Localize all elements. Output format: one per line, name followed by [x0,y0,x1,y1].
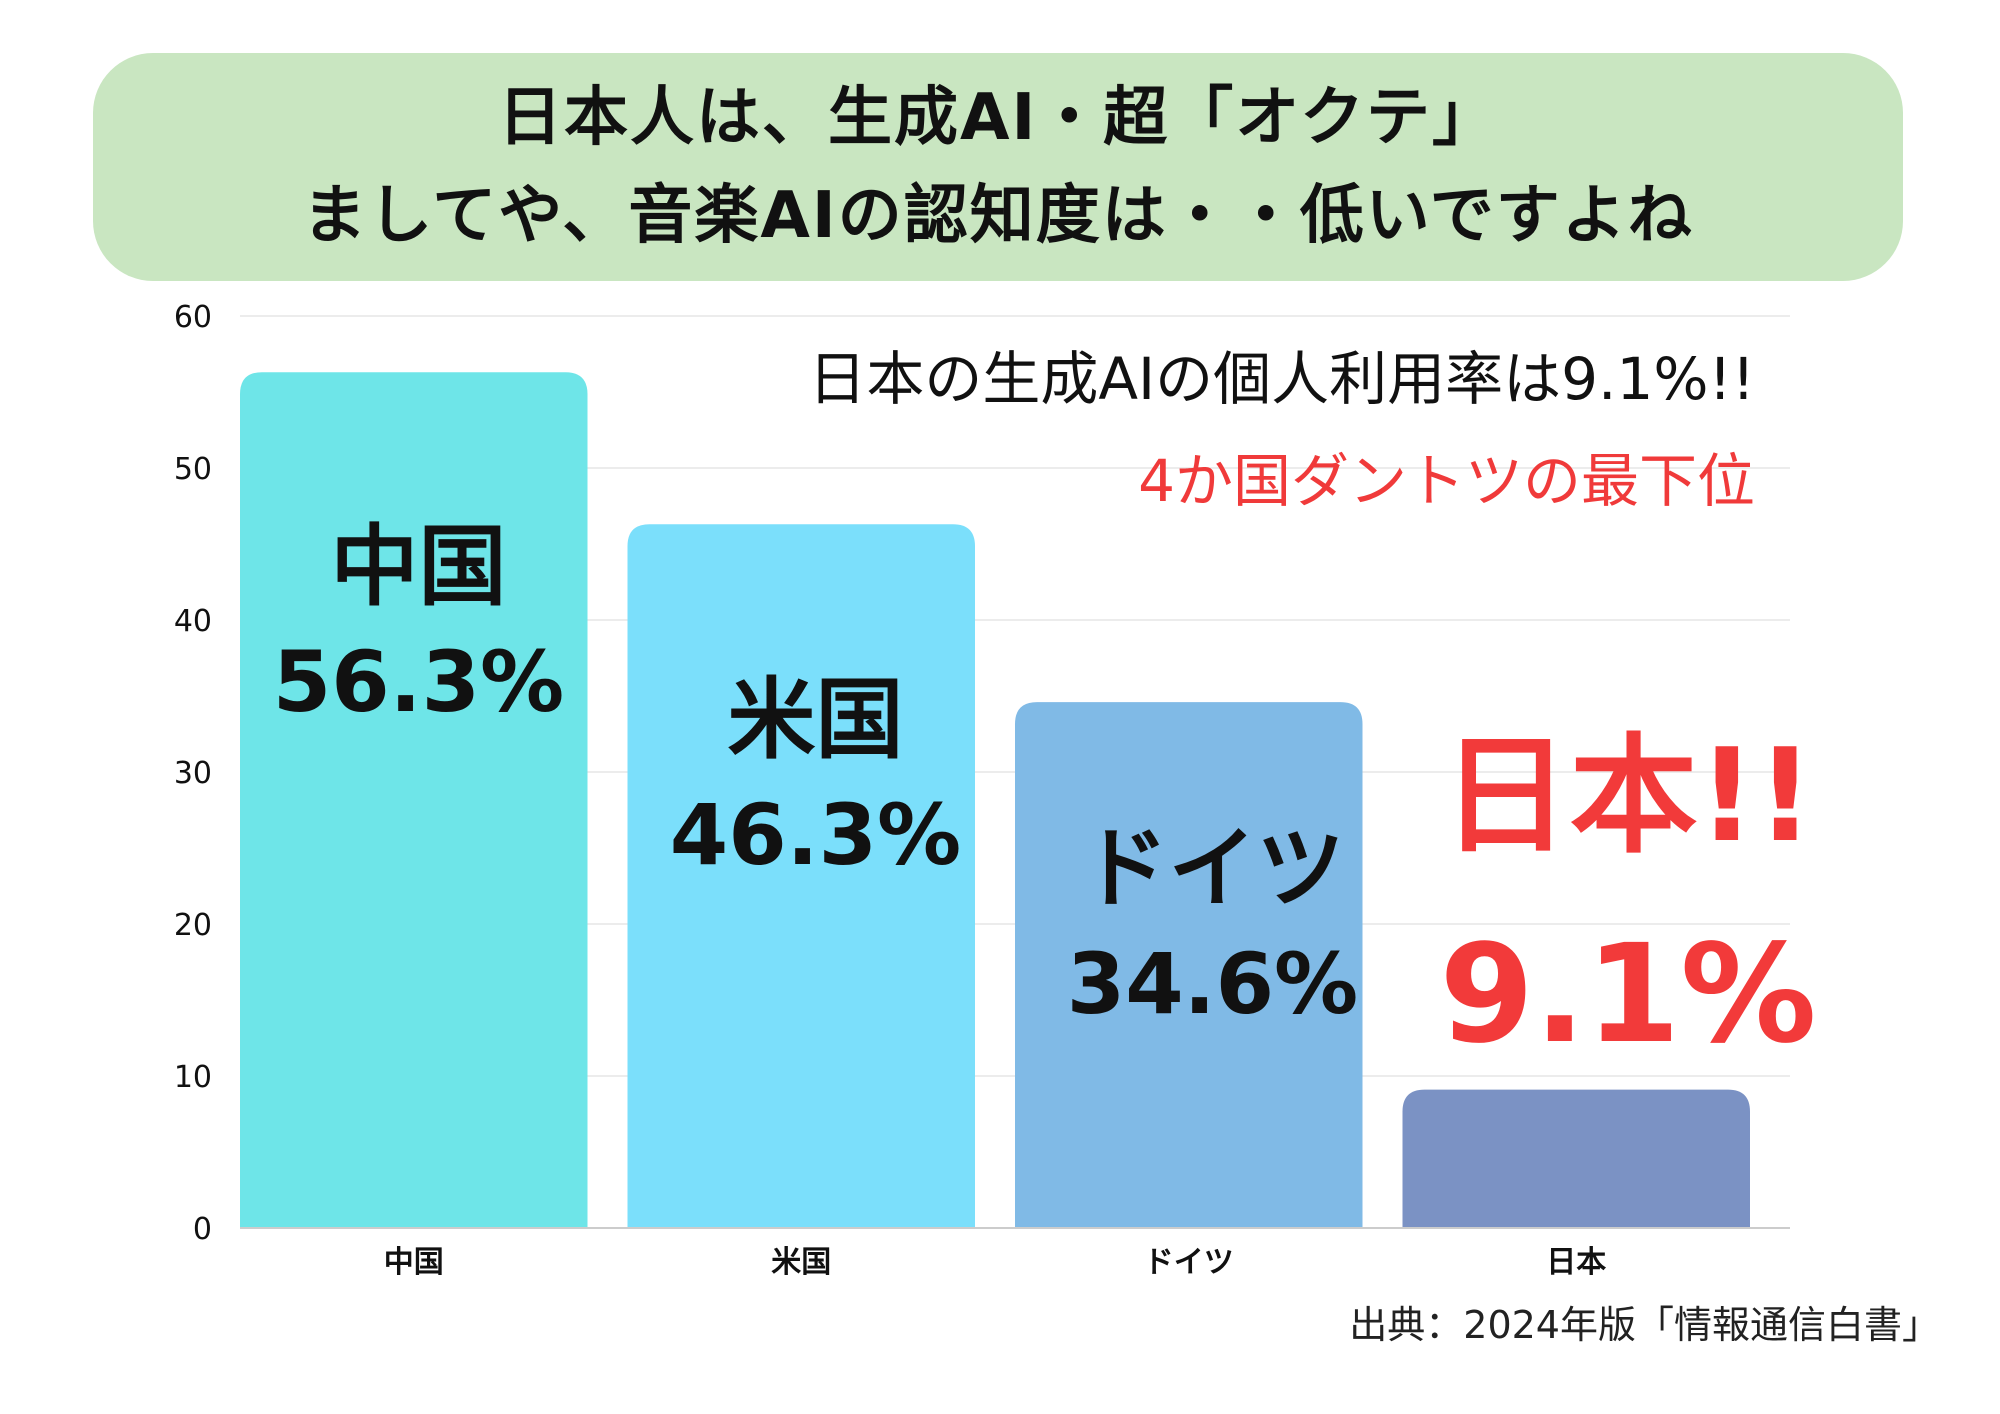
source-citation: 出典：2024年版「情報通信白書」 [1349,1303,1940,1347]
usage-rate-subtitle: 日本の生成AIの個人利用率は9.1%!! [808,345,1755,413]
title-banner: 日本人は、生成AI・超「オクテ」 ましてや、音楽AIの認知度は・・低いですよね [93,53,1903,281]
bar-label-japan-value: 9.1% [1439,916,1817,1074]
bar-label-germany-name: ドイツ [1080,817,1345,920]
title-line-2: ましてや、音楽AIの認知度は・・低いですよね [302,179,1694,253]
bar-label-japan-name: 日本!! [1441,722,1815,871]
bar-0 [240,372,588,1228]
y-tick-label: 50 [174,452,212,487]
bar-1 [627,524,975,1228]
x-tick-label: 中国 [384,1245,444,1280]
bar-2 [1015,702,1363,1228]
y-tick-label: 40 [174,604,212,639]
bar-label-china-name: 中国 [330,515,507,618]
bar-label-germany: ドイツ 34.6% [1034,814,1391,1044]
x-tick-label: ドイツ [1144,1245,1234,1280]
y-tick-label: 20 [174,908,212,943]
bar-label-usa-value: 46.3% [669,786,962,884]
ranking-subtitle: 4か国ダントツの最下位 [1138,447,1755,515]
y-tick-label: 0 [193,1212,212,1247]
bar-label-china: 中国 56.3% [240,512,597,742]
y-tick-label: 60 [174,300,212,335]
y-tick-label: 10 [174,1060,212,1095]
x-tick-label: 米国 [771,1245,831,1280]
bar-label-china-value: 56.3% [272,633,565,731]
bar-label-usa-name: 米国 [727,668,904,771]
bar-label-germany-value: 34.6% [1066,935,1359,1033]
title-line-1: 日本人は、生成AI・超「オクテ」 [497,81,1499,155]
bar-3 [1402,1089,1750,1228]
x-tick-label: 日本 [1546,1245,1606,1280]
y-tick-label: 30 [174,756,212,791]
bar-label-usa: 米国 46.3% [637,665,994,895]
